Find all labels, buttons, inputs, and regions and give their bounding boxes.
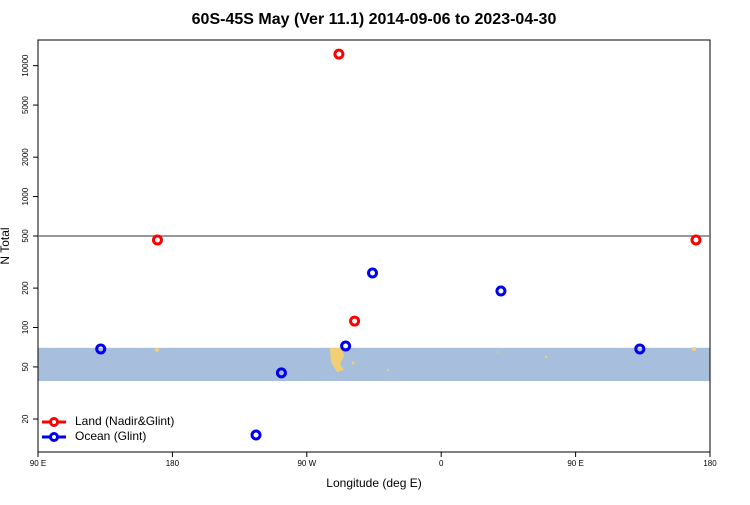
x-axis-label: Longitude (deg E)	[326, 476, 421, 490]
y-tick-label: 50	[21, 362, 30, 371]
legend-marker	[49, 432, 59, 442]
land-shapes	[155, 347, 696, 372]
y-tick-label: 500	[21, 229, 30, 243]
y-tick-label: 10000	[21, 54, 30, 77]
y-tick-label: 100	[21, 320, 30, 334]
legend-label: Land (Nadir&Glint)	[75, 414, 174, 428]
y-tick-label: 1000	[21, 187, 30, 205]
land-shape	[497, 351, 499, 353]
land-shape	[387, 369, 389, 371]
x-tick-label: 90 E	[567, 459, 583, 468]
point	[275, 367, 287, 379]
point	[367, 267, 379, 279]
point	[95, 343, 107, 355]
point	[690, 234, 702, 246]
plot-frame	[37, 39, 711, 453]
x-tick-label: 180	[703, 459, 717, 468]
chart-title: 60S-45S May (Ver 11.1) 2014-09-06 to 202…	[192, 11, 557, 28]
band-layer	[38, 347, 710, 382]
shaded-band	[38, 347, 710, 382]
x-tick-label: 90 W	[297, 459, 316, 468]
legend-marker	[49, 417, 59, 427]
land-shape	[351, 361, 355, 365]
point	[634, 343, 646, 355]
point	[333, 48, 345, 60]
land-shape	[330, 348, 344, 372]
point	[151, 234, 163, 246]
point	[250, 429, 262, 441]
point	[340, 340, 352, 352]
land-shape	[692, 347, 696, 351]
x-tick-label: 90 E	[30, 459, 46, 468]
y-tick-label: 200	[21, 281, 30, 295]
point	[349, 315, 361, 327]
x-tick-label: 180	[166, 459, 180, 468]
y-axis-label: N Total	[0, 227, 12, 264]
y-tick-label: 20	[21, 414, 30, 423]
y-tick-label: 5000	[21, 96, 30, 114]
point	[495, 285, 507, 297]
legend-label: Ocean (Glint)	[75, 429, 146, 443]
x-tick-label: 0	[439, 459, 444, 468]
y-tick-label: 2000	[21, 148, 30, 166]
land-shape	[155, 348, 159, 352]
land-shape	[544, 355, 548, 359]
